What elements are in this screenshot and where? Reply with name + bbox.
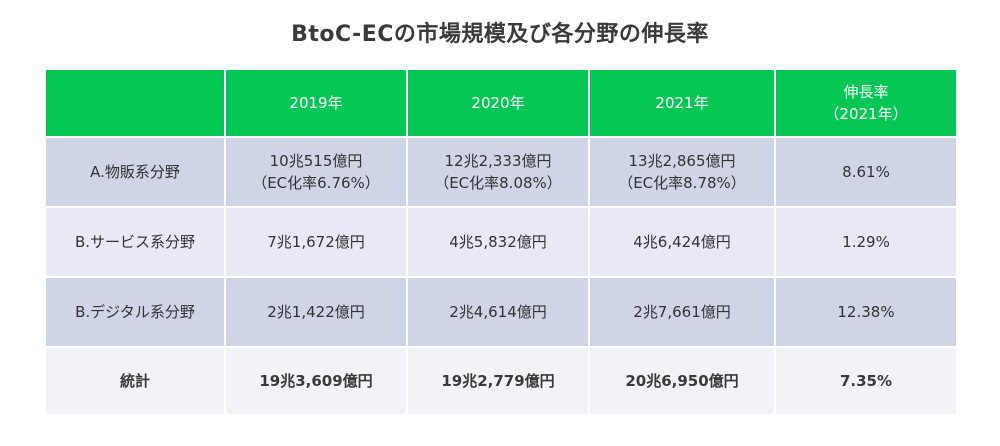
cell-2019: 2兆1,422億円	[224, 276, 408, 348]
header-empty-cell	[44, 68, 226, 138]
cell-value: 13兆2,865億円	[628, 152, 736, 170]
header-growth-year: （2021年）	[824, 105, 908, 123]
table-row: B.サービス系分野 7兆1,672億円 4兆5,832億円 4兆6,424億円 …	[44, 206, 958, 278]
cell-2019: 10兆515億円 （EC化率6.76%）	[224, 136, 408, 208]
header-growth-label: 伸長率	[843, 83, 889, 101]
cell-2019: 7兆1,672億円	[224, 206, 408, 278]
table-row: A.物販系分野 10兆515億円 （EC化率6.76%） 12兆2,333億円 …	[44, 136, 958, 208]
cell-growth: 1.29%	[774, 206, 958, 278]
cell-value: 12兆2,333億円	[444, 152, 552, 170]
header-2019: 2019年	[224, 68, 408, 138]
cell-2021: 13兆2,865億円 （EC化率8.78%）	[588, 136, 776, 208]
total-row: 統計 19兆3,609億円 19兆2,779億円 20兆6,950億円 7.35…	[44, 346, 958, 416]
row-category: A.物販系分野	[44, 136, 226, 208]
cell-2021: 4兆6,424億円	[588, 206, 776, 278]
row-category: B.サービス系分野	[44, 206, 226, 278]
header-row: 2019年 2020年 2021年 伸長率 （2021年）	[44, 68, 958, 138]
header-2020: 2020年	[406, 68, 590, 138]
cell-2021: 2兆7,661億円	[588, 276, 776, 348]
header-growth: 伸長率 （2021年）	[774, 68, 958, 138]
cell-growth: 12.38%	[774, 276, 958, 348]
cell-2020: 19兆2,779億円	[406, 346, 590, 416]
cell-growth: 8.61%	[774, 136, 958, 208]
cell-value: 10兆515億円	[269, 152, 363, 170]
cell-2020: 2兆4,614億円	[406, 276, 590, 348]
cell-2021: 20兆6,950億円	[588, 346, 776, 416]
row-category: B.デジタル系分野	[44, 276, 226, 348]
cell-ec-rate: （EC化率8.08%）	[434, 174, 562, 192]
row-category: 統計	[44, 346, 226, 416]
cell-ec-rate: （EC化率8.78%）	[618, 174, 746, 192]
market-size-table: 2019年 2020年 2021年 伸長率 （2021年） A.物販系分野 10…	[44, 68, 958, 416]
cell-2019: 19兆3,609億円	[224, 346, 408, 416]
cell-growth: 7.35%	[774, 346, 958, 416]
header-2021: 2021年	[588, 68, 776, 138]
page-title: BtoC-ECの市場規模及び各分野の伸長率	[291, 22, 709, 47]
cell-ec-rate: （EC化率6.76%）	[252, 174, 380, 192]
cell-2020: 4兆5,832億円	[406, 206, 590, 278]
table-row: B.デジタル系分野 2兆1,422億円 2兆4,614億円 2兆7,661億円 …	[44, 276, 958, 348]
cell-2020: 12兆2,333億円 （EC化率8.08%）	[406, 136, 590, 208]
